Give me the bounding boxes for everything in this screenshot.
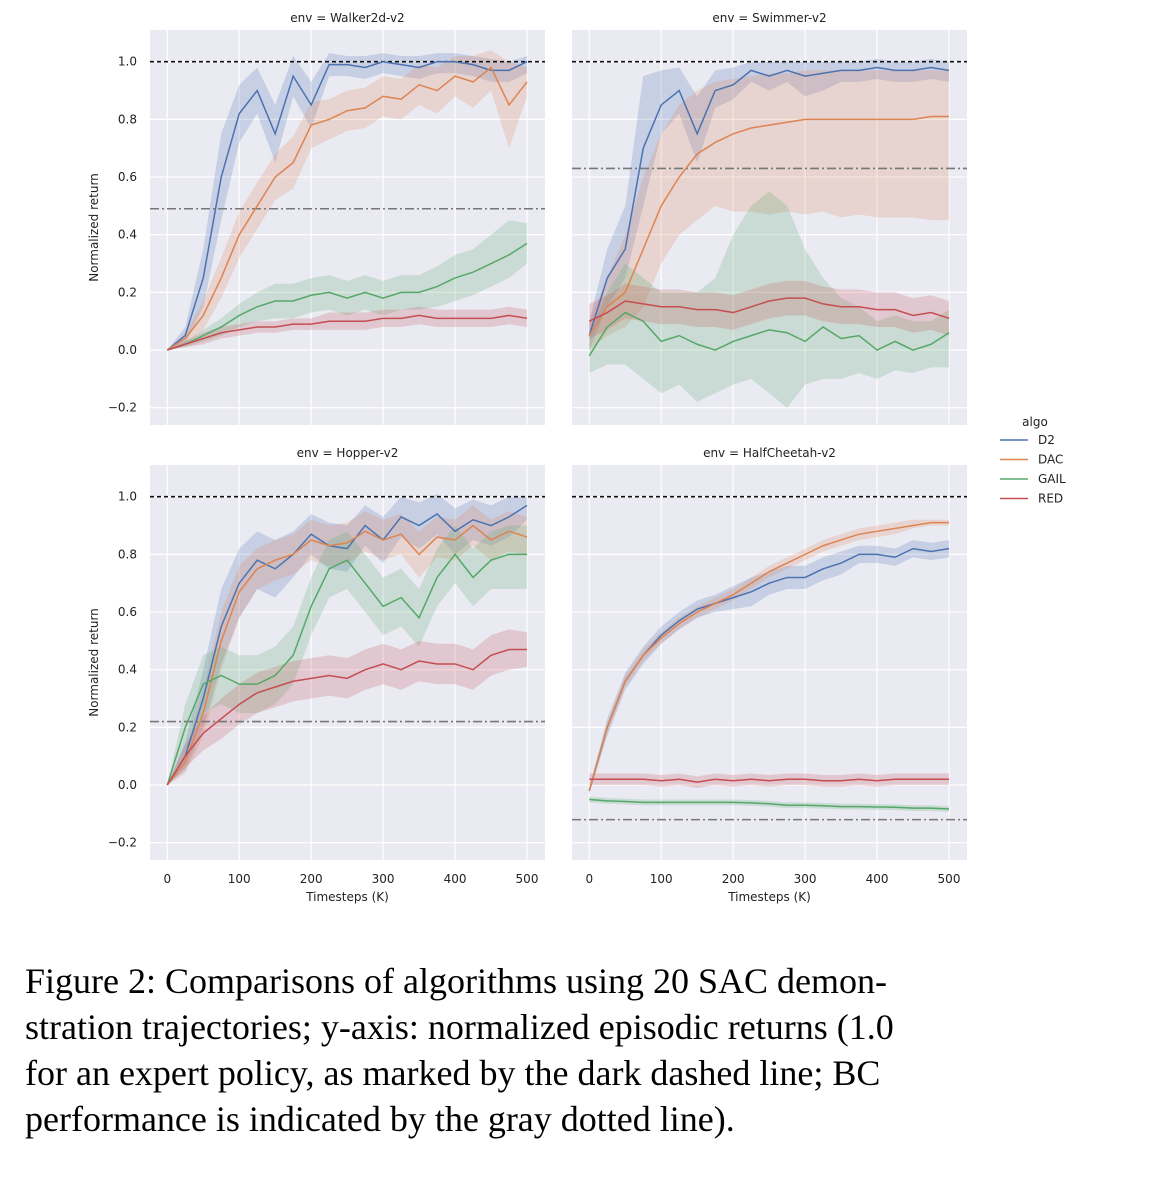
series-line [166,648,528,786]
legend: algo D2 DAC GAIL RED [1000,415,1066,506]
x-tick-label: 200 [300,872,323,886]
caption-line: Figure 2: Comparisons of algorithms usin… [25,961,887,1001]
y-tick-label: 0.2 [118,720,137,734]
subplot-title: env = Walker2d-v2 [290,11,404,25]
series-line [166,66,528,351]
x-tick-label: 0 [163,872,171,886]
y-tick-label: 1.0 [118,55,137,69]
caption-line: stration trajectories; y-axis: normalize… [25,1007,894,1047]
confidence-band [589,280,950,339]
x-tick-label: 100 [650,872,673,886]
y-tick-label: 0.4 [118,663,137,677]
legend-label: DAC [1038,453,1063,467]
series-line [588,521,950,792]
series-line [589,778,950,783]
x-axis-label: Timesteps (K) [305,890,389,904]
x-tick-label: 300 [794,872,817,886]
confidence-band [589,539,950,794]
series-line [167,242,528,351]
confidence-band [589,191,950,408]
confidence-band [589,519,950,794]
legend-label: RED [1038,492,1063,506]
plot-area [150,30,545,425]
y-tick-label: 0.4 [118,228,137,242]
series-line [166,60,528,351]
legend-title: algo [1022,415,1048,429]
subplot-title: env = HalfCheetah-v2 [703,446,836,460]
confidence-band [167,505,528,786]
series-line [589,798,950,810]
x-tick-label: 400 [444,872,467,886]
series-line [166,553,528,786]
subplot: env = Hopper-v2 −0.2 0.0 0.2 0.4 0.6 0.8 1.0 0 10… [87,446,545,904]
series-line [588,297,950,322]
series-line [588,66,950,336]
y-tick-label: 0.6 [118,170,137,184]
y-axis-label: Normalized return [87,173,101,282]
x-axis-label: Timesteps (K) [727,890,811,904]
figure: env = Walker2d-v2 −0.2 0.0 0.2 0.4 0.6 0.8 1.0 N… [87,11,1066,904]
plot-area [572,30,967,425]
confidence-band [167,629,528,786]
confidence-band [167,525,528,786]
x-tick-label: 500 [938,872,961,886]
y-tick-label: −0.2 [108,401,137,415]
x-tick-label: 400 [866,872,889,886]
subplot: env = HalfCheetah-v2 0 100 200 300 400 500 Time… [572,446,967,904]
x-tick-label: 300 [372,872,395,886]
y-tick-label: 0.0 [118,778,137,792]
subplot-title: env = Hopper-v2 [297,446,399,460]
y-tick-label: 0.8 [118,547,137,561]
legend-label: GAIL [1038,472,1066,486]
legend-label: D2 [1038,433,1055,447]
subplot: env = Walker2d-v2 −0.2 0.0 0.2 0.4 0.6 0.8 1.0 N… [87,11,545,425]
caption-line: for an expert policy, as marked by the d… [25,1053,881,1093]
x-tick-label: 0 [585,872,593,886]
confidence-band [589,70,950,351]
confidence-band [167,220,528,351]
y-axis-label: Normalized return [87,608,101,717]
y-tick-label: 1.0 [118,490,137,504]
series-line [166,504,528,786]
x-tick-label: 100 [228,872,251,886]
y-tick-label: 0.2 [118,285,137,299]
y-tick-label: 0.8 [118,112,137,126]
series-line [588,115,950,337]
y-tick-label: 0.0 [118,343,137,357]
caption-line: performance is indicated by the gray dot… [25,1099,735,1139]
series-line [167,314,528,351]
subplot-title: env = Swimmer-v2 [712,11,826,25]
x-tick-label: 200 [722,872,745,886]
subplot: env = Swimmer-v2 [572,11,967,425]
y-tick-label: 0.6 [118,605,137,619]
series-line [166,524,528,786]
y-tick-label: −0.2 [108,836,137,850]
x-tick-label: 500 [516,872,539,886]
confidence-band [167,493,528,786]
series-line [588,311,950,357]
